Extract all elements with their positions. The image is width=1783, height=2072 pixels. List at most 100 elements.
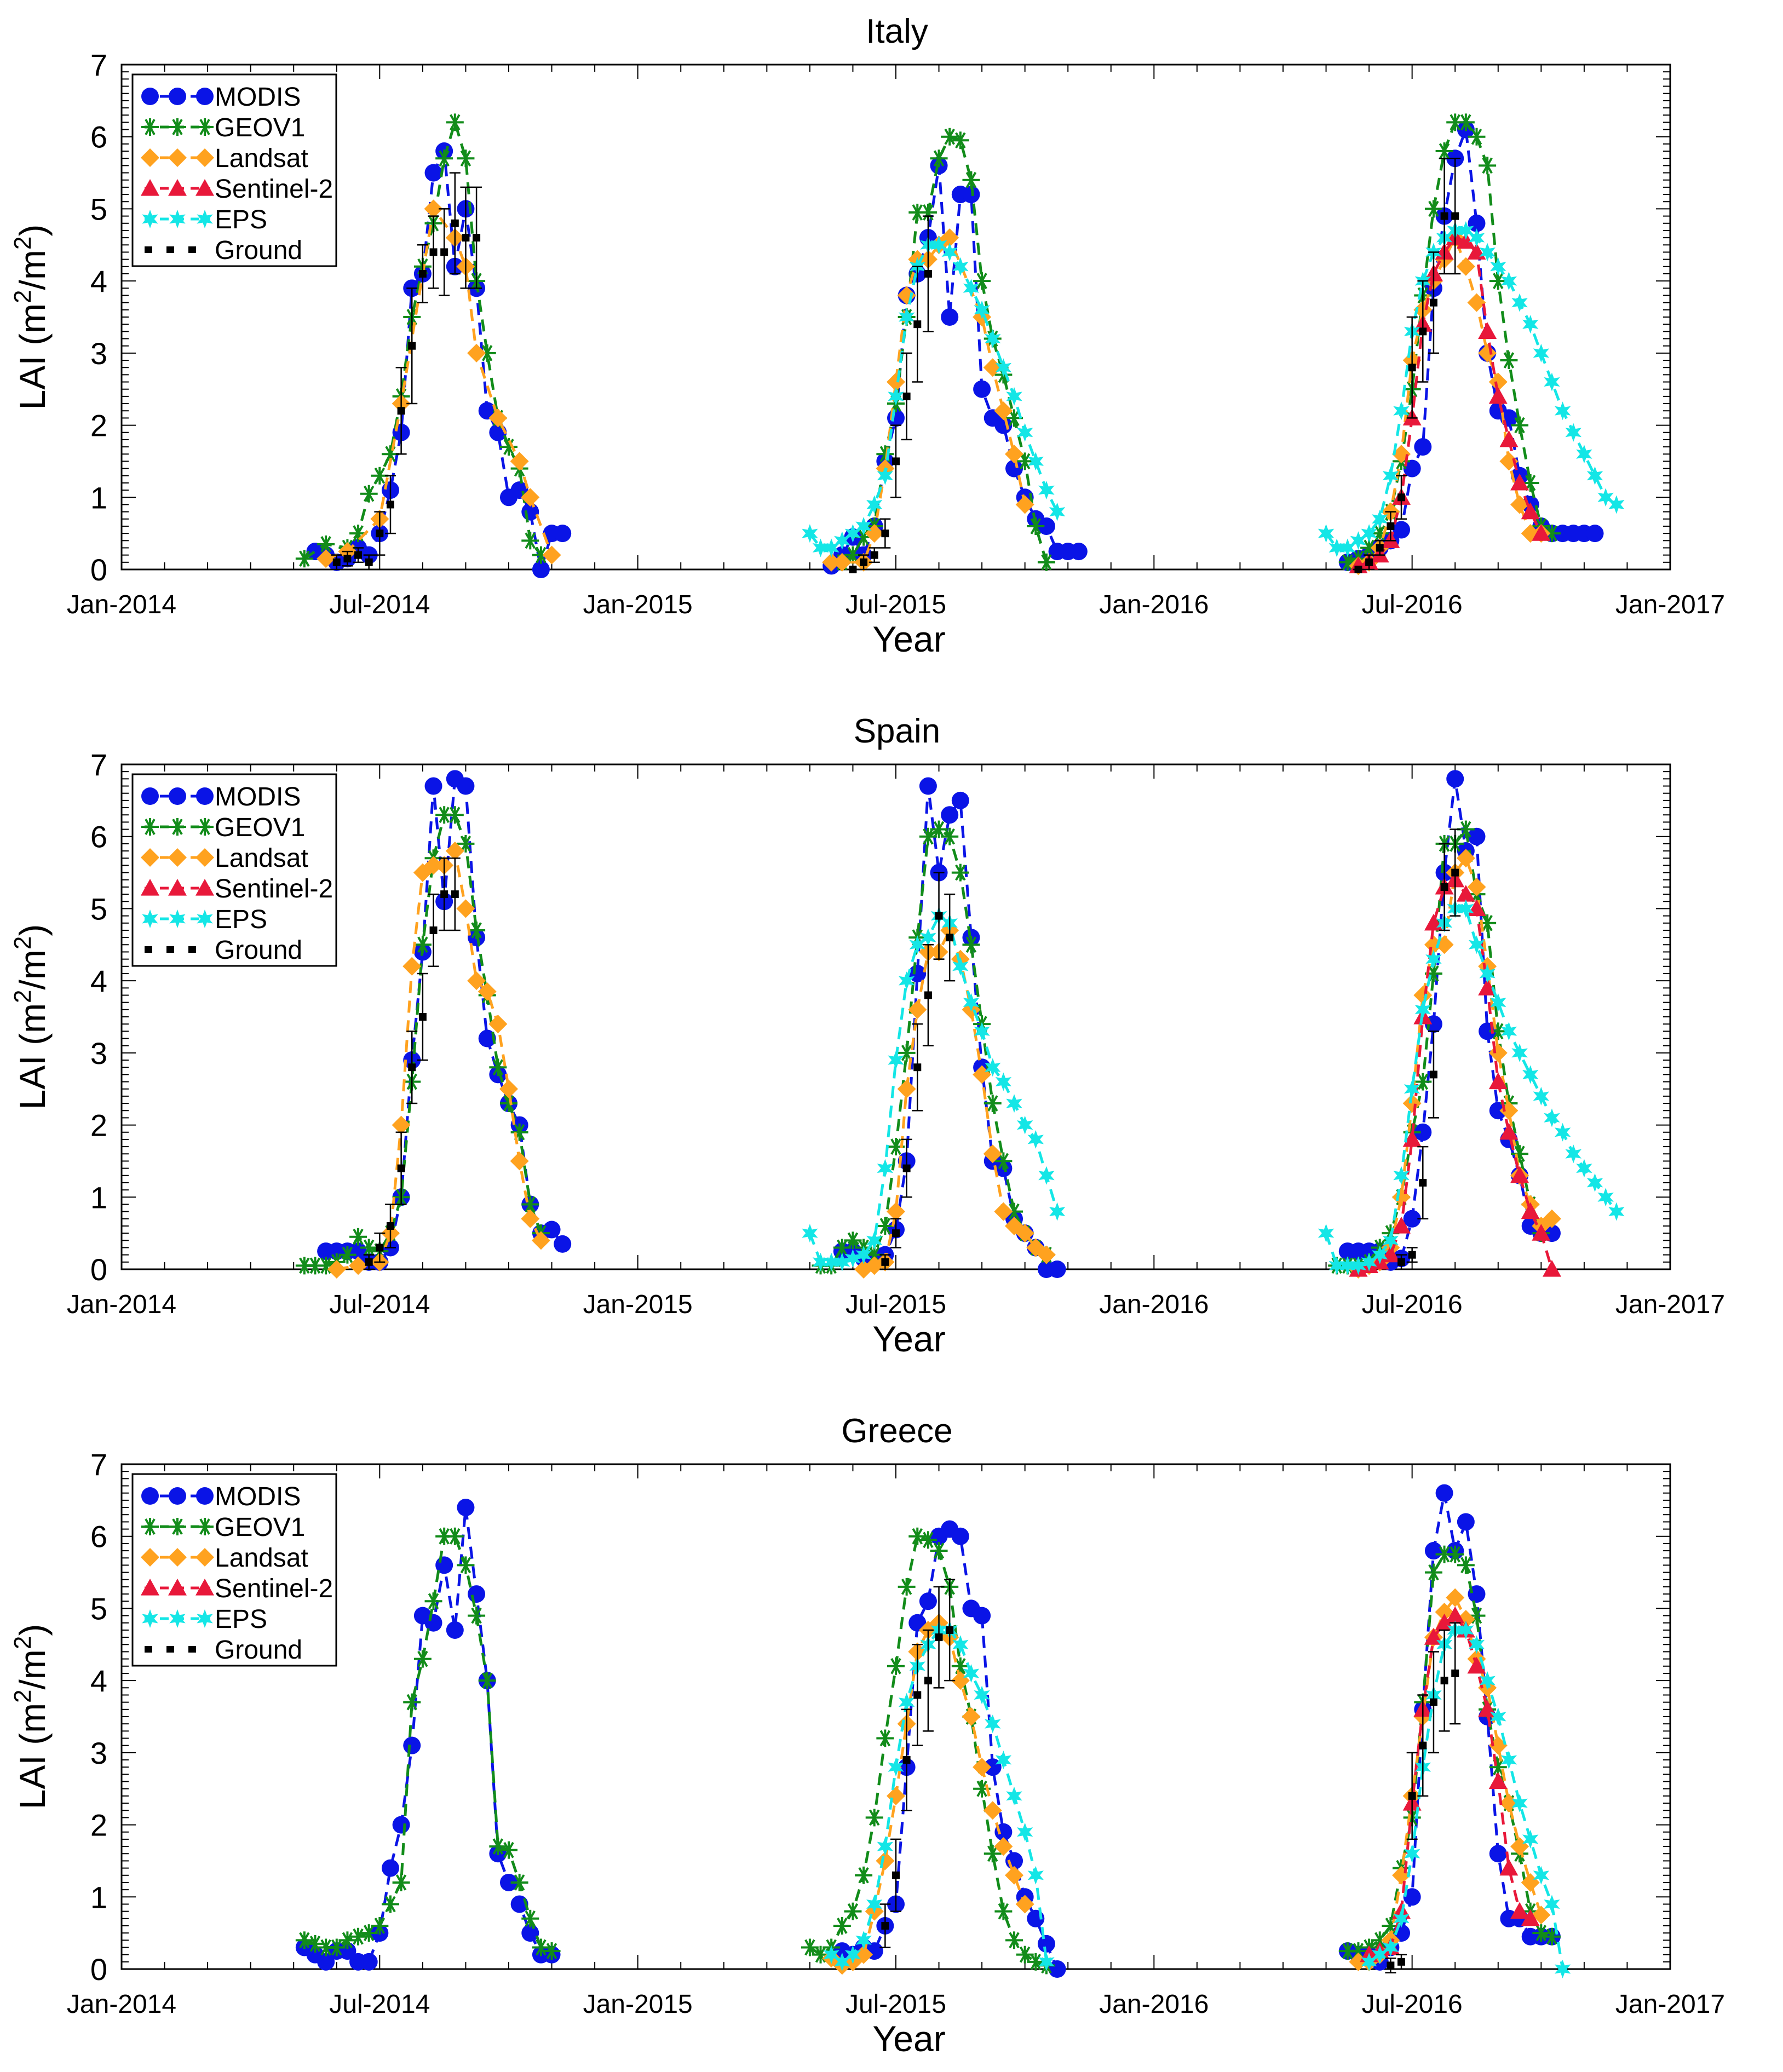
data-point-eps	[974, 1022, 990, 1041]
data-point-modis	[1446, 770, 1464, 788]
data-point-ground	[1419, 1741, 1427, 1749]
data-point-eps	[1328, 1256, 1345, 1275]
data-point-eps	[1565, 1144, 1581, 1164]
x-tick-label: Jan-2014	[67, 1990, 176, 2019]
data-point-geov1	[327, 1938, 346, 1956]
data-point-eps	[1511, 293, 1528, 312]
data-point-eps	[877, 1159, 894, 1178]
data-point-landsat	[897, 1079, 916, 1098]
data-point-sentinel-2	[1467, 1656, 1486, 1674]
data-point-eps	[974, 1685, 990, 1705]
data-point-landsat	[887, 372, 905, 392]
data-point-landsat	[994, 1837, 1013, 1856]
legend-marker-landsat	[141, 848, 159, 867]
data-point-eps	[1544, 1895, 1560, 1914]
panel-greece: Greece Year LAI (m2/m2) 0 1 2 3 4 5 6 7 Jan-2014…	[9, 1412, 1725, 2059]
legend-item-ground: Ground	[145, 936, 302, 965]
data-point-geov1	[360, 1239, 378, 1257]
data-point-landsat	[973, 1758, 992, 1777]
legend-marker-geov1	[196, 1518, 214, 1535]
data-point-landsat	[822, 552, 841, 572]
data-point-geov1	[983, 1845, 1002, 1863]
data-point-modis	[381, 1859, 399, 1877]
data-point-landsat	[962, 1707, 981, 1726]
series-line-sentinel-2	[1358, 878, 1554, 1271]
data-point-landsat	[499, 1079, 518, 1098]
legend-marker-sentinel-2	[168, 879, 187, 896]
data-point-landsat	[392, 1115, 411, 1135]
data-point-sentinel-2	[1521, 502, 1540, 520]
data-point-ground	[1440, 883, 1448, 891]
data-point-geov1	[532, 1938, 550, 1956]
legend-box	[131, 773, 337, 967]
legend-marker-geov1	[169, 1518, 186, 1535]
data-point-landsat	[488, 1015, 508, 1034]
data-point-geov1	[457, 1556, 475, 1574]
legend-label: Sentinel-2	[215, 1574, 333, 1603]
legend-marker-modis	[169, 787, 186, 805]
data-point-geov1	[371, 1916, 389, 1935]
data-point-modis	[532, 561, 550, 578]
x-tick-label: Jan-2015	[583, 1990, 693, 2019]
data-point-ground	[473, 234, 481, 242]
data-point-eps	[1350, 1256, 1367, 1275]
data-point-ground	[429, 926, 438, 934]
legend-marker-eps	[197, 210, 213, 228]
data-point-geov1	[521, 532, 539, 550]
data-point-eps	[1038, 481, 1055, 500]
chart-title: Italy	[866, 13, 928, 50]
series-line-eps	[1325, 907, 1618, 1267]
y-tick-label: 6	[90, 120, 107, 154]
data-point-modis	[317, 1953, 335, 1971]
data-point-eps	[974, 300, 990, 319]
data-point-eps	[1522, 1065, 1539, 1084]
data-point-eps	[823, 538, 839, 557]
data-point-modis	[919, 777, 937, 795]
data-point-geov1	[489, 1838, 507, 1856]
data-point-eps	[1318, 524, 1335, 543]
data-point-geov1	[489, 1058, 507, 1077]
data-point-geov1	[295, 1931, 313, 1949]
data-point-landsat	[887, 1786, 905, 1805]
legend-item-geov1: GEOV1	[141, 813, 305, 842]
legend-box	[131, 1473, 337, 1667]
data-point-eps	[866, 1231, 883, 1250]
data-point-eps	[1490, 993, 1506, 1012]
y-tick-label: 6	[90, 820, 107, 854]
legend-item-ground: Ground	[145, 236, 302, 265]
data-point-landsat	[1478, 343, 1497, 362]
data-point-eps	[1533, 1866, 1550, 1885]
legend-marker-geov1	[141, 818, 159, 836]
data-point-geov1	[994, 1152, 1013, 1170]
data-point-eps	[1372, 1945, 1388, 1964]
data-point-ground	[913, 1063, 922, 1072]
data-point-sentinel-2	[1532, 524, 1551, 541]
data-point-geov1	[801, 1938, 819, 1956]
data-point-geov1	[349, 1927, 367, 1946]
legend-marker-eps	[142, 910, 158, 928]
legend-item-sentinel-2: Sentinel-2	[141, 1574, 333, 1603]
data-point-modis	[1403, 459, 1421, 477]
data-point-geov1	[1016, 452, 1034, 470]
data-point-modis	[360, 1953, 378, 1971]
data-point-modis	[1457, 1513, 1475, 1531]
data-point-modis	[424, 164, 442, 182]
data-point-eps	[1511, 1794, 1528, 1813]
data-point-geov1	[543, 1942, 561, 1960]
legend-marker-landsat	[195, 1548, 214, 1567]
data-point-sentinel-2	[1499, 1123, 1519, 1140]
legend-marker-geov1	[196, 118, 214, 136]
y-tick-label: 0	[90, 552, 107, 587]
data-point-geov1	[919, 827, 937, 845]
x-axis-label: Year	[872, 2018, 945, 2059]
legend-marker-modis	[141, 1487, 159, 1505]
data-point-landsat	[521, 488, 540, 507]
y-tick-label: 1	[90, 1880, 107, 1914]
data-point-eps	[1027, 1866, 1044, 1885]
series-landsat	[327, 842, 1561, 1279]
data-point-geov1	[930, 149, 948, 168]
x-tick-label: Jan-2014	[67, 1290, 176, 1319]
legend-item-eps: EPS	[142, 905, 267, 934]
x-tick-label: Jul-2015	[846, 1290, 946, 1319]
